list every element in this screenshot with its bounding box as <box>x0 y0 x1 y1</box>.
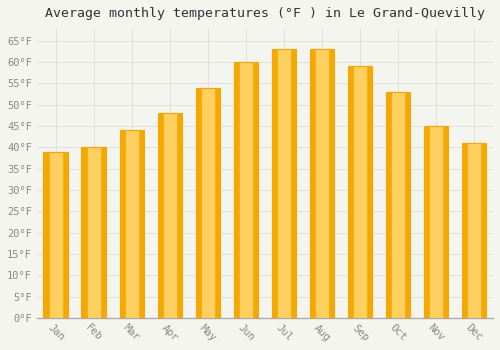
Bar <box>392 92 404 318</box>
Bar <box>348 66 372 318</box>
Bar <box>120 130 144 318</box>
Bar <box>82 147 106 318</box>
Bar <box>240 62 252 318</box>
Bar <box>348 66 372 318</box>
Bar <box>158 113 182 318</box>
Bar <box>272 49 296 318</box>
Bar <box>202 88 214 318</box>
Bar <box>44 152 68 318</box>
Bar <box>310 49 334 318</box>
Bar <box>462 143 486 318</box>
Bar <box>196 88 220 318</box>
Bar <box>272 49 296 318</box>
Bar <box>424 126 448 318</box>
Bar <box>196 88 220 318</box>
Bar <box>316 49 328 318</box>
Bar <box>462 143 486 318</box>
Bar <box>310 49 334 318</box>
Bar <box>424 126 448 318</box>
Bar <box>50 152 62 318</box>
Bar <box>126 130 138 318</box>
Bar <box>468 143 480 318</box>
Bar <box>164 113 176 318</box>
Bar <box>44 152 68 318</box>
Bar <box>354 66 366 318</box>
Bar <box>234 62 258 318</box>
Bar <box>234 62 258 318</box>
Bar <box>88 147 100 318</box>
Bar <box>120 130 144 318</box>
Bar <box>82 147 106 318</box>
Bar <box>278 49 290 318</box>
Bar <box>430 126 442 318</box>
Bar <box>386 92 410 318</box>
Bar <box>386 92 410 318</box>
Bar <box>158 113 182 318</box>
Title: Average monthly temperatures (°F ) in Le Grand-Quevilly: Average monthly temperatures (°F ) in Le… <box>45 7 485 20</box>
